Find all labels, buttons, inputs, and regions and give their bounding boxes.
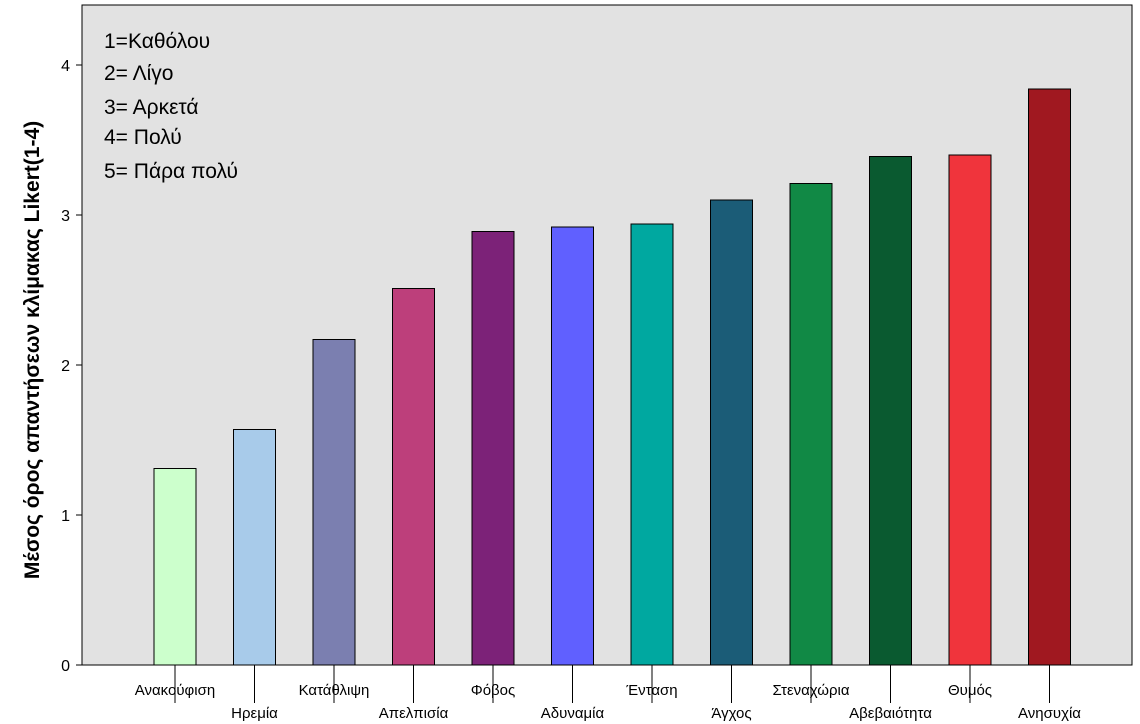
y-tick-label: 2 bbox=[61, 358, 70, 375]
bar bbox=[312, 339, 356, 666]
x-tick-label: Κατάθλιψη bbox=[299, 682, 370, 699]
x-tick-label: Ηρεμία bbox=[231, 705, 278, 722]
y-axis-label: Μέσος όρος απαντήσεων κλίμακας Likert(1-… bbox=[21, 121, 44, 579]
x-tick-label: Ένταση bbox=[625, 682, 677, 699]
bar bbox=[630, 223, 674, 666]
y-tick-label: 3 bbox=[61, 208, 70, 225]
x-tick-label: Απελπισία bbox=[379, 705, 449, 722]
bar bbox=[710, 199, 753, 666]
y-tick-label: 1 bbox=[61, 508, 70, 525]
bar bbox=[153, 468, 197, 666]
x-tick-label: Στεναχώρια bbox=[772, 682, 849, 699]
legend-entry: 2= Λίγο bbox=[104, 62, 174, 85]
legend-entry: 4= Πολύ bbox=[104, 126, 182, 149]
bar bbox=[471, 231, 515, 666]
x-tick-label: Αδυναμία bbox=[541, 705, 605, 722]
y-axis: 0 1 2 3 4 bbox=[61, 58, 82, 675]
bar bbox=[551, 226, 594, 666]
bar bbox=[948, 154, 992, 666]
bar bbox=[789, 183, 833, 666]
bar bbox=[392, 288, 435, 666]
bar bbox=[1028, 88, 1071, 666]
x-tick-label: Άγχος bbox=[711, 705, 751, 722]
bar bbox=[233, 429, 276, 666]
legend-entry: 1=Καθόλου bbox=[104, 30, 210, 53]
legend: 1=Καθόλου 2= Λίγο 3= Αρκετά 4= Πολύ 5= Πάρα … bbox=[104, 30, 238, 183]
x-tick-label: Φόβος bbox=[471, 682, 516, 699]
legend-entry: 5= Πάρα πολύ bbox=[104, 160, 238, 183]
x-tick-label: Αβεβαιότητα bbox=[849, 705, 932, 722]
y-tick-label: 4 bbox=[61, 58, 70, 75]
legend-entry: 3= Αρκετά bbox=[104, 96, 199, 119]
x-tick-label: Ανησυχία bbox=[1018, 705, 1081, 722]
y-tick-label: 0 bbox=[61, 658, 70, 675]
bar bbox=[869, 156, 912, 666]
x-tick-label: Ανακούφιση bbox=[135, 682, 215, 699]
bars bbox=[153, 88, 1071, 666]
x-tick-label: Θυμός bbox=[948, 682, 992, 699]
x-axis: Ανακούφιση Ηρεμία Κατάθλιψη Απελπισία Φόβος Α… bbox=[135, 665, 1081, 722]
